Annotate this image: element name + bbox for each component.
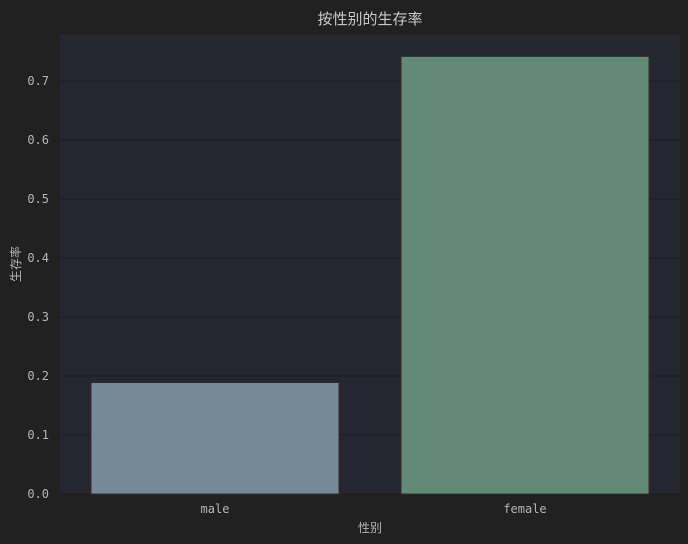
x-tick-label-male: male	[201, 502, 230, 516]
x-axis-label: 性别	[358, 521, 382, 535]
x-axis-ticks: male female	[201, 502, 547, 516]
y-tick-label: 0.7	[27, 74, 49, 88]
chart-title: 按性别的生存率	[317, 10, 422, 28]
y-tick-label: 0.0	[27, 487, 49, 501]
y-tick-label: 0.1	[27, 428, 49, 442]
x-tick-label-female: female	[503, 502, 546, 516]
bar-female	[400, 55, 650, 495]
y-tick-label: 0.3	[27, 310, 49, 324]
bar-male	[90, 382, 340, 495]
y-tick-label: 0.4	[27, 251, 49, 265]
y-axis-label: 生存率	[8, 246, 23, 282]
y-tick-label: 0.5	[27, 192, 49, 206]
y-tick-label: 0.2	[27, 369, 49, 383]
y-tick-label: 0.6	[27, 133, 49, 147]
bars	[90, 55, 650, 495]
y-axis-ticks: 0.0 0.1 0.2 0.3 0.4 0.5 0.6 0.7	[27, 74, 49, 501]
